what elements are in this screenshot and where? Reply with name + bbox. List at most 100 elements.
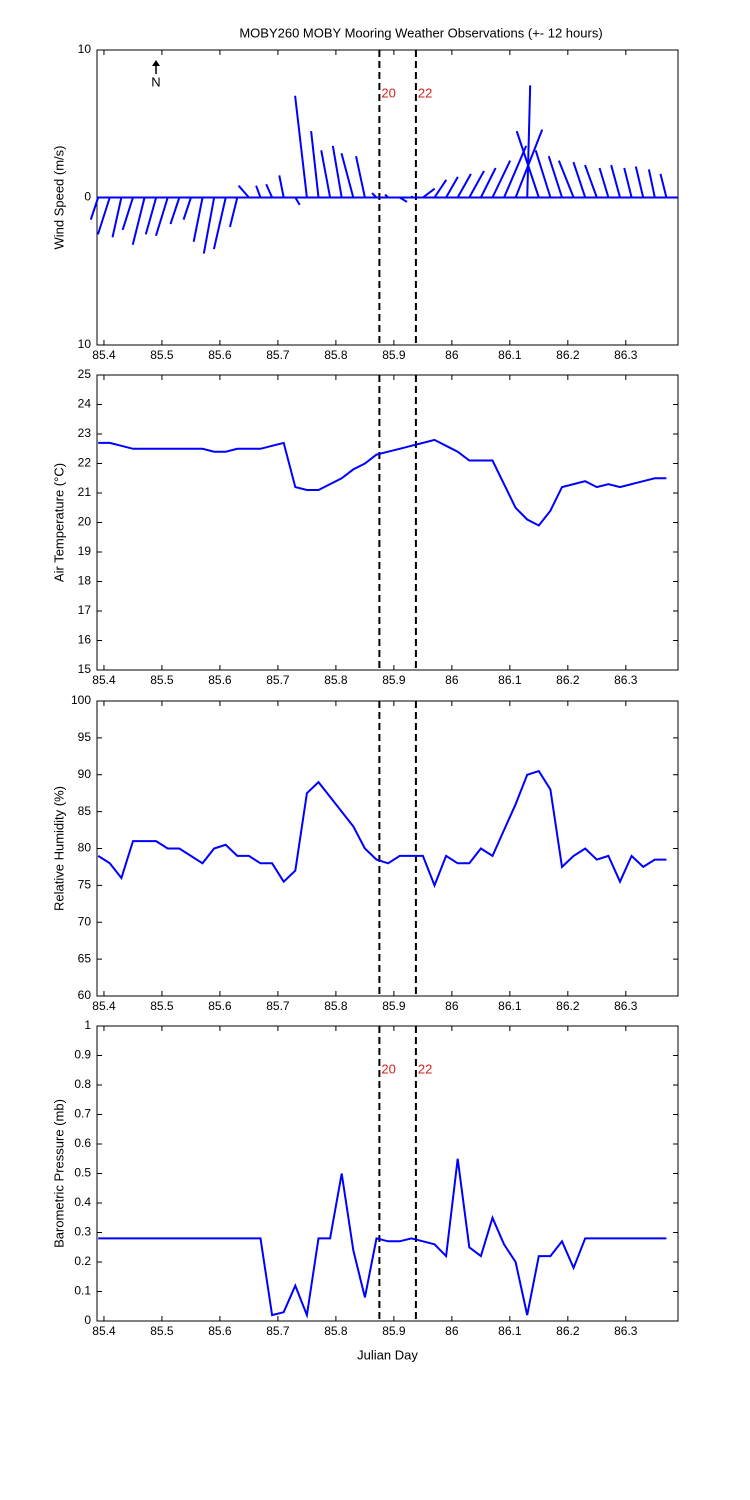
- x-tick-label: 86: [445, 999, 459, 1013]
- x-tick-label: 85.9: [382, 1324, 406, 1338]
- wind-stick: [371, 192, 378, 199]
- time-marker-label: 22: [418, 1062, 432, 1077]
- wind-stick: [399, 196, 408, 203]
- time-marker-label: 22: [418, 86, 432, 101]
- north-label: N: [151, 74, 160, 89]
- y-tick-label: 1: [84, 1018, 91, 1032]
- wind-stick: [294, 196, 301, 206]
- wind-stick: [623, 167, 633, 198]
- y-tick-label: 85: [78, 804, 92, 818]
- x-tick-label: 85.8: [324, 348, 348, 362]
- y-tick-label: 10: [78, 337, 92, 351]
- wind-stick: [131, 197, 146, 245]
- data-line: [97, 769, 667, 889]
- time-marker-label: 20: [381, 86, 395, 101]
- y-tick-label: 0.9: [74, 1048, 91, 1062]
- x-tick-label: 86.2: [556, 999, 580, 1013]
- y-axis-label: Air Temperature (°C): [51, 463, 66, 582]
- y-tick-label: 0: [84, 1313, 91, 1327]
- x-tick-label: 86.1: [498, 999, 522, 1013]
- y-tick-label: 0.6: [74, 1136, 91, 1150]
- x-tick-label: 85.7: [266, 673, 290, 687]
- x-tick-label: 86.3: [614, 348, 638, 362]
- x-tick-label: 85.6: [208, 673, 232, 687]
- y-tick-label: 0.8: [74, 1077, 91, 1091]
- x-tick-label: 86.1: [498, 673, 522, 687]
- y-axis-label: Barometric Pressure (mb): [51, 1099, 66, 1248]
- y-tick-label: 23: [78, 426, 92, 440]
- x-tick-label: 85.7: [266, 999, 290, 1013]
- x-tick-label: 85.5: [150, 999, 174, 1013]
- wind-stick: [422, 187, 436, 199]
- time-marker-label: 20: [381, 1062, 395, 1077]
- wind-stick: [598, 167, 610, 198]
- x-tick-label: 86.1: [498, 1324, 522, 1338]
- x-tick-label: 85.9: [382, 999, 406, 1013]
- wind-stick: [534, 150, 552, 198]
- x-tick-label: 85.9: [382, 673, 406, 687]
- y-tick-label: 25: [78, 367, 92, 381]
- wind-stick: [154, 197, 169, 237]
- y-tick-label: 19: [78, 544, 92, 558]
- wind-stick: [340, 152, 355, 198]
- x-tick-label: 85.6: [208, 348, 232, 362]
- x-tick-label: 86.3: [614, 1324, 638, 1338]
- y-axis-label: Relative Humidity (%): [51, 786, 66, 911]
- y-tick-label: 60: [78, 988, 92, 1002]
- x-tick-label: 85.6: [208, 1324, 232, 1338]
- y-tick-label: 0.5: [74, 1166, 91, 1180]
- y-tick-label: 24: [78, 397, 92, 411]
- y-tick-label: 18: [78, 574, 92, 588]
- x-axis-label: Julian Day: [357, 1347, 418, 1362]
- x-tick-label: 85.4: [92, 999, 116, 1013]
- chart-title: MOBY260 MOBY Mooring Weather Observation…: [239, 25, 602, 40]
- wind-stick: [320, 150, 332, 198]
- wind-stick: [584, 164, 598, 198]
- wind-stick: [331, 145, 343, 198]
- wind-stick: [237, 185, 250, 199]
- y-tick-label: 0.7: [74, 1107, 91, 1121]
- x-tick-label: 85.9: [382, 348, 406, 362]
- x-tick-label: 85.4: [92, 1324, 116, 1338]
- y-tick-label: 100: [71, 693, 91, 707]
- wind-stick: [445, 176, 459, 198]
- y-tick-label: 0.3: [74, 1225, 91, 1239]
- x-tick-label: 85.8: [324, 1324, 348, 1338]
- wind-stick: [169, 197, 181, 225]
- wind-stick: [212, 197, 227, 250]
- x-tick-label: 86: [445, 673, 459, 687]
- wind-stick: [491, 160, 512, 198]
- wind-stick: [503, 145, 528, 198]
- y-tick-label: 65: [78, 951, 92, 965]
- x-tick-label: 86.1: [498, 348, 522, 362]
- x-tick-label: 86: [445, 348, 459, 362]
- wind-stick: [121, 197, 134, 231]
- wind-stick: [456, 173, 472, 198]
- x-tick-label: 86.2: [556, 1324, 580, 1338]
- wind-stick: [144, 197, 158, 235]
- y-tick-label: 0.4: [74, 1195, 91, 1209]
- wind-stick: [479, 167, 497, 198]
- wind-stick: [255, 185, 262, 198]
- wind-stick: [547, 155, 563, 198]
- wind-stick: [89, 197, 100, 220]
- wind-stick: [278, 175, 285, 198]
- wind-stick: [647, 169, 656, 198]
- data-line: [98, 1158, 667, 1319]
- x-tick-label: 85.4: [92, 348, 116, 362]
- wind-stick: [572, 161, 587, 198]
- north-arrow-head: [152, 60, 160, 66]
- wind-stick: [192, 197, 204, 242]
- x-tick-label: 85.5: [150, 348, 174, 362]
- y-tick-label: 17: [78, 603, 92, 617]
- wind-stick: [659, 173, 668, 198]
- wind-stick: [111, 197, 123, 238]
- wind-stick: [610, 164, 621, 198]
- y-tick-label: 0.2: [74, 1254, 91, 1268]
- x-tick-label: 86.3: [614, 673, 638, 687]
- wind-stick: [228, 197, 239, 228]
- x-tick-label: 86: [445, 1324, 459, 1338]
- y-tick-label: 0.1: [74, 1284, 91, 1298]
- wind-stick: [384, 193, 389, 199]
